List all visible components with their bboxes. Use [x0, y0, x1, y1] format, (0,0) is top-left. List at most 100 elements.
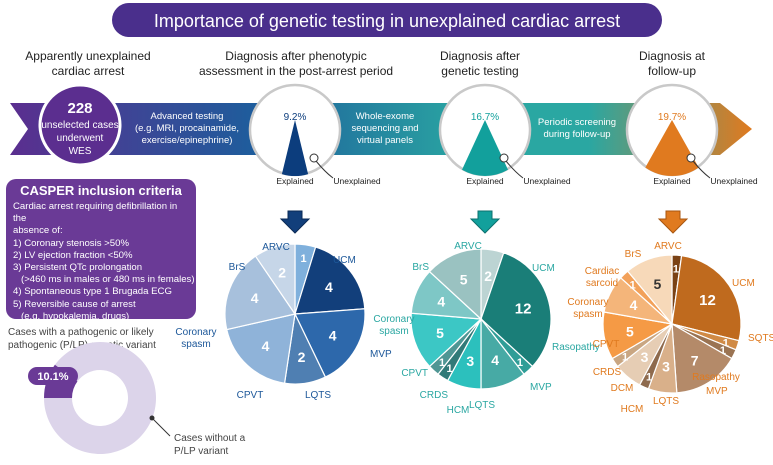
case-count: 228 [67, 100, 92, 117]
stage3-down-arrow [657, 210, 689, 234]
pie-label-arvc: ARVC [262, 242, 290, 253]
pie-label-mvp: MVP [706, 386, 728, 397]
start-circle [38, 83, 122, 167]
pie-slice-ucm [294, 246, 366, 315]
pie-value-ucm: 4 [325, 279, 333, 295]
arrow1-line1: Advanced testing [151, 111, 224, 122]
stage3-percent: 19.7% [658, 112, 686, 123]
stage3-explained-wedge [645, 120, 699, 177]
pie-value-coronary-spasm: 4 [437, 294, 445, 310]
pie-label-arvc: ARVC [454, 241, 482, 252]
pie-value-crds: 1 [622, 352, 628, 364]
pie-label-mvp: MVP [530, 382, 552, 393]
pie-value-coronary-spasm: 4 [630, 297, 638, 313]
casper-criteria-box: CASPER inclusion criteria Cardiac arrest… [6, 179, 196, 322]
pie-slice-ucm [480, 252, 552, 368]
stage2-unexplained-dot [499, 153, 509, 163]
pie-value-ucm: 12 [699, 292, 716, 309]
variant-percent: 10.1% [37, 371, 68, 383]
pie-chart-stage1: 1 4 4 2 4 4 2 ARVC UCM MVP LQTS CPVT Coronary spasm Br… [175, 242, 392, 401]
pie-label-dcm: DCM [611, 383, 634, 394]
pie-value-lqts: 2 [298, 349, 306, 365]
pie-label-cpvt: CPVT [237, 390, 264, 401]
stage2-explained-wedge [462, 120, 508, 176]
start-heading-line1: Apparently unexplained [25, 49, 150, 63]
pie-value-brs: 5 [460, 271, 468, 287]
stage3-heading-line2: follow-up [648, 64, 696, 78]
pie-value-sqts: 1 [723, 338, 729, 350]
pie-label-brs: BrS [412, 262, 429, 273]
without-variant-dot [149, 415, 155, 421]
pie-label-sqts: SQTS [748, 333, 773, 344]
pie-value-hcm: 1 [447, 363, 453, 375]
start-line1: unselected cases [41, 120, 118, 131]
stage2-leader-line [505, 160, 524, 179]
pie-value-mvp: 4 [491, 352, 499, 368]
pie-value-rasopathy: 1 [517, 357, 523, 369]
arrow2-line2: sequencing and [351, 123, 418, 134]
pie-label-ucm: UCM [333, 255, 356, 266]
criteria-item: 4) Spontaneous type 1 Brugada ECG [13, 286, 172, 298]
pie-label-coronary-spasm: Coronary spasm [567, 297, 608, 320]
without-variant-line1: Cases without a [174, 433, 246, 444]
pie-value-dcm: 3 [641, 349, 649, 365]
stage3-unexplained-dot [686, 153, 696, 163]
page-title: Importance of genetic testing in unexpla… [154, 11, 620, 31]
stage1-gauge: 9.2% Explained Unexplained [248, 83, 381, 186]
pie-label-cpvt: CPVT [593, 339, 620, 350]
pie-value-arvc: 2 [484, 268, 492, 284]
pie-label-crds: CRDS [593, 367, 622, 378]
stage2-unexplained-label: Unexplained [523, 176, 571, 186]
pie-value-cpvt: 5 [626, 323, 634, 339]
arrow1-line3: exercise/epinephrine) [142, 135, 233, 146]
arrow3-line1: Periodic screening [538, 117, 616, 128]
pie-label-rasopathy: Rasopathy [692, 372, 740, 383]
pie-label-hcm: HCM [447, 405, 470, 416]
pie-value-cpvt: 5 [436, 325, 444, 341]
pie-label-mvp: MVP [370, 349, 392, 360]
pie-slice-mvp [294, 308, 366, 378]
pie-label-crds: CRDS [420, 390, 449, 401]
criteria-item: 2) LV ejection fraction <50% [13, 249, 133, 261]
start-line3: WES [69, 146, 92, 157]
stage2-down-arrow [469, 210, 501, 234]
pie-slice-brs [428, 248, 482, 321]
criteria-intro-line1: Cardiac arrest requiring defibrillation … [13, 201, 178, 225]
pie-label-rasopathy: Rasopathy [552, 342, 600, 353]
pie-slice-ucm [671, 254, 742, 342]
pie-label-ucm: UCM [532, 263, 555, 274]
pie-label-coronary-spasm: Coronary spasm [373, 314, 414, 337]
pie-value-arvc: 1 [673, 264, 679, 276]
pie-label-arvc: ARVC [654, 241, 682, 252]
pie-slice-brs [626, 254, 673, 326]
pie-value-hcm: 1 [646, 372, 652, 384]
without-variant-leader [151, 417, 171, 437]
stage1-heading-line1: Diagnosis after phenotypic [225, 49, 366, 63]
pie-slice-coronary-spasm [224, 255, 296, 331]
pie-label-lqts: LQTS [653, 396, 679, 407]
pie-label-brs: BrS [229, 262, 246, 273]
stage1-heading-line2: assessment in the post-arrest period [199, 64, 393, 78]
criteria-item: 5) Reversible cause of arrest [13, 298, 136, 310]
arrow2-line3: virtual panels [357, 135, 413, 146]
stage3-heading-line1: Diagnosis at [639, 49, 706, 63]
stage1-leader-line [315, 160, 334, 179]
pie-label-ucm: UCM [732, 278, 755, 289]
start-heading-line2: cardiac arrest [52, 64, 125, 78]
arrow3-line2: during follow-up [543, 129, 610, 140]
stage1-explained-wedge [281, 120, 309, 177]
criteria-item: 1) Coronary stenosis >50% [13, 237, 129, 249]
pie-value-ucm: 12 [515, 300, 532, 317]
stage3-explained-label: Explained [653, 176, 691, 186]
arrow2-line1: Whole-exome [356, 111, 415, 122]
pie-label-lqts: LQTS [305, 390, 331, 401]
pie-value-arvc: 1 [301, 253, 307, 265]
flow-band [10, 103, 752, 155]
pie-slice-cpvt [410, 312, 483, 368]
variant-heading-line1: Cases with a pathogenic or likely [8, 327, 154, 338]
pie-label-brs: BrS [625, 249, 642, 260]
stage3-leader-line [692, 160, 711, 179]
variant-percent-pill [28, 367, 78, 385]
pie-value-mvp: 4 [329, 328, 337, 344]
